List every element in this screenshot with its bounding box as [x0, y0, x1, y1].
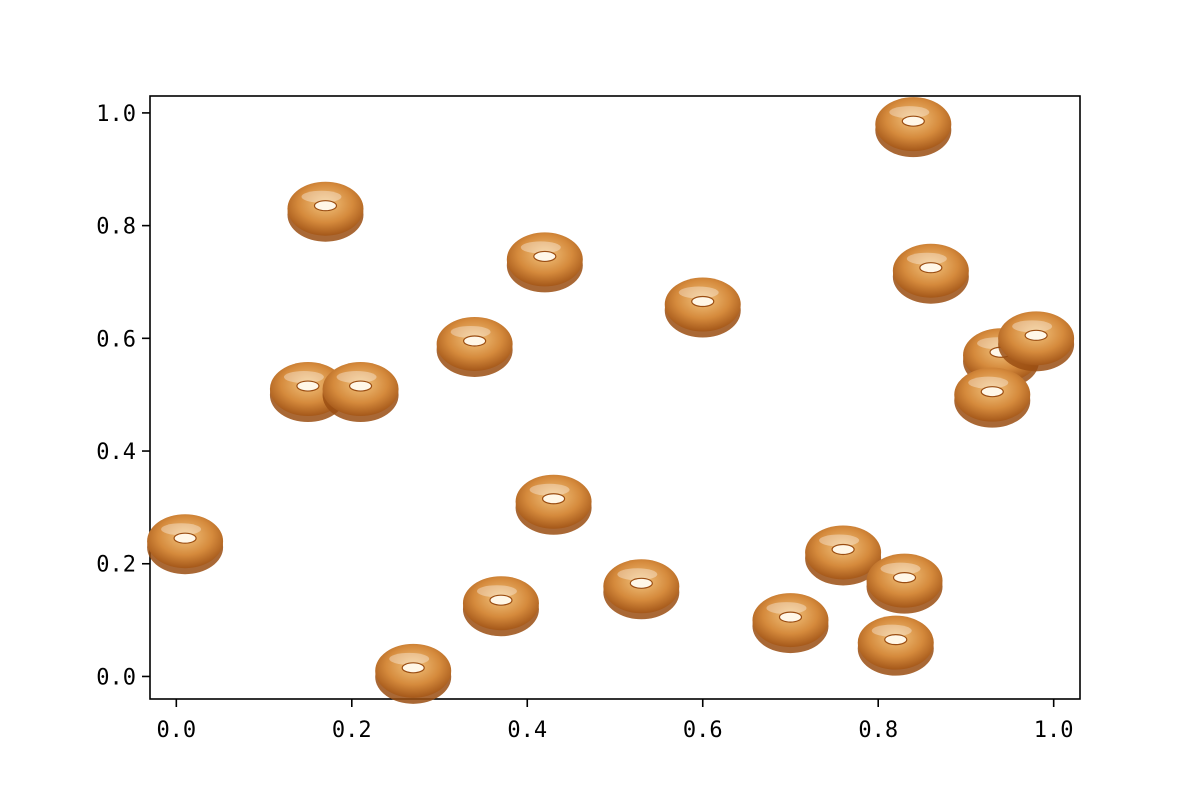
bagel-icon — [147, 514, 224, 575]
y-tick-label: 1.0 — [96, 102, 136, 127]
bagel-icon — [436, 316, 513, 377]
bagel-icon — [892, 243, 969, 304]
bagel-icon — [866, 553, 943, 614]
y-axis: 0.0 0.2 0.4 0.6 0.8 1.0 — [96, 102, 150, 690]
x-tick-label: 0.6 — [683, 718, 723, 743]
bagel-icon — [603, 559, 680, 620]
bagel-icon — [287, 181, 364, 242]
bagel-icon — [462, 576, 539, 637]
bagel-icon — [515, 474, 592, 535]
bagel-icon — [954, 367, 1031, 428]
bagel-icon — [752, 593, 829, 654]
axes-frame — [149, 95, 1081, 700]
bagel-icon — [664, 277, 741, 338]
data-points — [147, 97, 1075, 704]
x-axis: 0.0 0.2 0.4 0.6 0.8 1.0 — [156, 699, 1074, 743]
y-tick-label: 0.4 — [96, 440, 136, 465]
y-tick-label: 0.6 — [96, 327, 136, 352]
bagel-icon — [857, 615, 934, 676]
x-tick-label: 1.0 — [1034, 718, 1074, 743]
bagel-icon — [805, 525, 882, 586]
y-tick-label: 0.8 — [96, 215, 136, 240]
y-tick-label: 0.0 — [96, 665, 136, 690]
x-tick-label: 0.2 — [332, 718, 372, 743]
x-tick-label: 0.8 — [858, 718, 898, 743]
y-tick-label: 0.2 — [96, 553, 136, 578]
bagel-icon — [998, 311, 1075, 372]
bagel-icon — [506, 232, 583, 293]
x-tick-label: 0.4 — [507, 718, 547, 743]
bagel-icon — [375, 643, 452, 704]
x-tick-label: 0.0 — [156, 718, 196, 743]
bagel-icon — [322, 362, 399, 423]
bagel-icon — [875, 97, 952, 158]
